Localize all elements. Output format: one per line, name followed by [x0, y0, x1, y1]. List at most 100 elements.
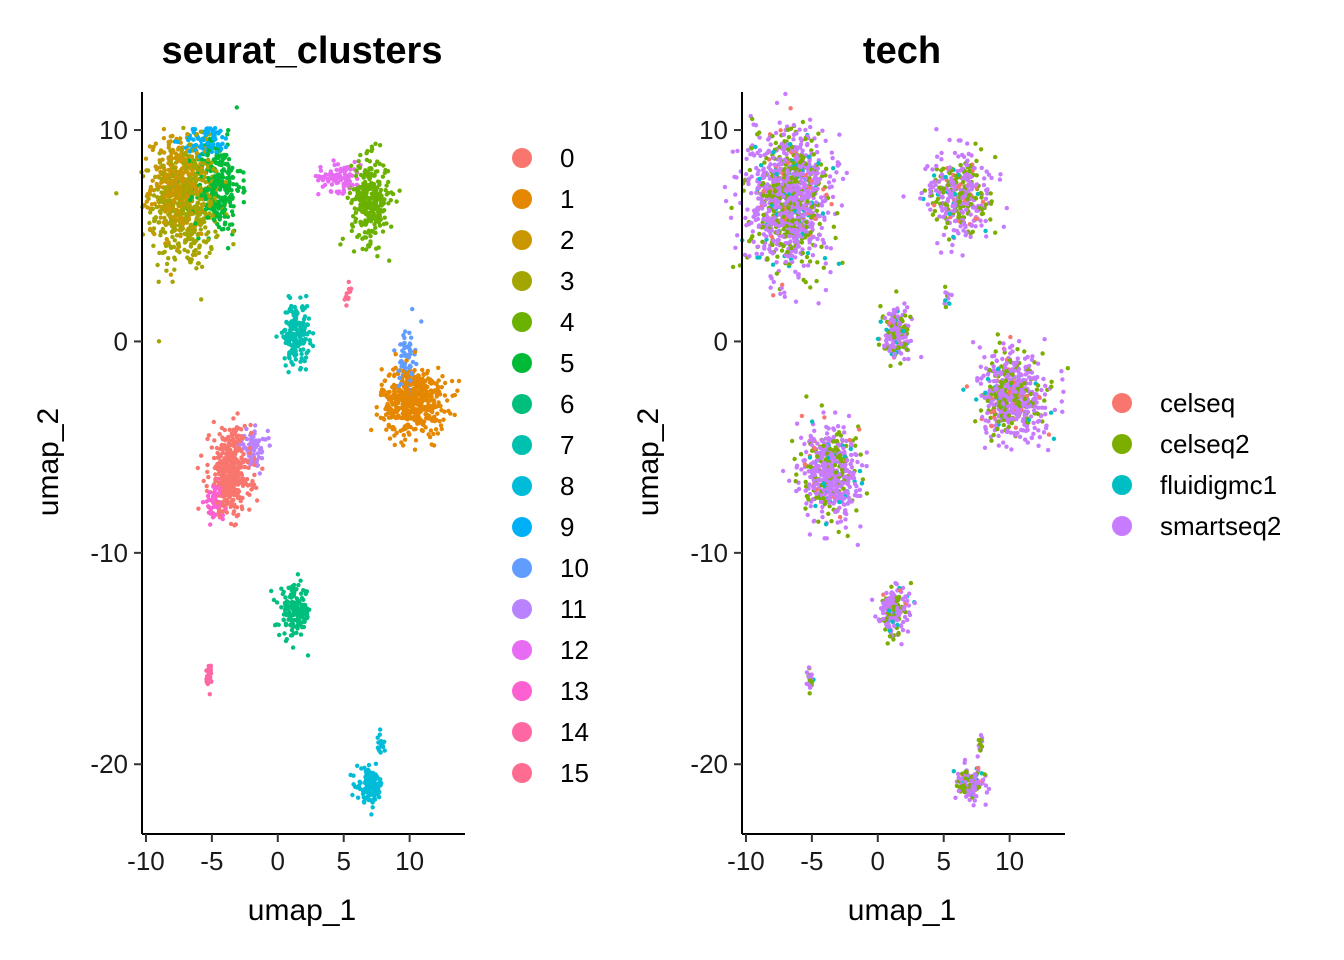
data-point	[177, 250, 182, 255]
data-point	[388, 406, 394, 412]
data-point	[301, 624, 307, 630]
data-point	[1043, 383, 1048, 388]
data-point	[251, 482, 257, 487]
data-point	[241, 464, 247, 470]
data-point	[234, 487, 239, 493]
data-point	[267, 443, 272, 448]
data-point	[815, 236, 820, 242]
data-point	[239, 427, 244, 432]
data-point	[884, 337, 889, 342]
data-point	[1017, 434, 1023, 439]
data-point	[384, 427, 389, 432]
data-point	[404, 371, 410, 376]
data-point	[786, 135, 792, 140]
data-point	[230, 463, 235, 468]
data-point	[757, 231, 762, 237]
data-point	[882, 315, 888, 321]
data-point	[901, 619, 906, 625]
data-point	[967, 797, 972, 803]
data-point	[206, 148, 211, 153]
data-point	[355, 191, 361, 197]
data-point	[204, 499, 209, 504]
data-point	[400, 364, 405, 369]
data-point	[225, 246, 231, 251]
data-point	[804, 501, 809, 506]
data-point	[300, 612, 305, 618]
data-point	[387, 436, 393, 441]
data-point	[192, 204, 197, 210]
data-point	[220, 135, 225, 140]
data-point	[946, 237, 952, 242]
data-point	[410, 387, 415, 393]
data-point	[223, 161, 228, 167]
data-point	[281, 612, 287, 617]
legend-key	[512, 230, 532, 250]
data-point	[294, 587, 299, 592]
data-point	[952, 150, 958, 156]
data-point	[782, 294, 787, 299]
data-point	[248, 422, 253, 428]
data-point	[367, 186, 372, 191]
data-point	[197, 212, 202, 217]
data-point	[238, 442, 243, 447]
data-point	[205, 436, 210, 442]
data-point	[168, 214, 173, 219]
data-point	[254, 498, 260, 503]
data-point	[353, 216, 359, 222]
data-point	[747, 167, 753, 173]
legend-label: 12	[560, 635, 589, 665]
data-point	[218, 179, 223, 184]
data-point	[188, 197, 193, 203]
data-point	[162, 230, 168, 235]
data-point	[286, 294, 291, 299]
data-point	[254, 485, 259, 490]
data-point	[436, 378, 441, 383]
data-point	[420, 383, 425, 388]
data-point	[387, 424, 392, 429]
data-point	[375, 792, 381, 797]
data-point	[390, 411, 396, 417]
data-point	[961, 154, 967, 159]
data-point	[398, 428, 403, 433]
data-point	[238, 480, 243, 485]
data-point	[209, 160, 214, 165]
data-point	[755, 244, 761, 249]
data-point	[203, 225, 208, 230]
data-point	[982, 772, 987, 777]
data-point	[348, 286, 354, 291]
data-point	[237, 472, 242, 477]
data-point	[175, 201, 180, 206]
data-point	[157, 250, 162, 256]
data-point	[1012, 368, 1017, 373]
data-point	[723, 198, 729, 204]
data-point	[828, 246, 834, 251]
data-point	[295, 329, 300, 334]
data-point	[429, 442, 434, 447]
data-point	[414, 390, 419, 395]
data-point	[357, 165, 363, 170]
data-point	[412, 447, 418, 452]
data-point	[221, 175, 226, 180]
data-point	[951, 769, 956, 774]
data-point	[251, 443, 256, 448]
data-point	[455, 388, 460, 393]
data-point	[207, 203, 212, 209]
data-point	[844, 170, 849, 176]
data-point	[166, 202, 171, 208]
data-point	[1021, 349, 1027, 354]
data-point	[783, 91, 788, 97]
scatter-points	[722, 91, 1071, 808]
data-point	[793, 299, 799, 304]
data-point	[392, 372, 397, 377]
data-point	[288, 613, 294, 619]
data-point	[816, 519, 821, 524]
data-point	[247, 507, 252, 512]
data-point	[341, 187, 346, 193]
data-point	[934, 217, 939, 222]
data-point	[419, 418, 424, 423]
data-point	[371, 791, 376, 797]
legend-label: 15	[560, 758, 589, 788]
data-point	[241, 200, 246, 205]
data-point	[380, 229, 386, 234]
